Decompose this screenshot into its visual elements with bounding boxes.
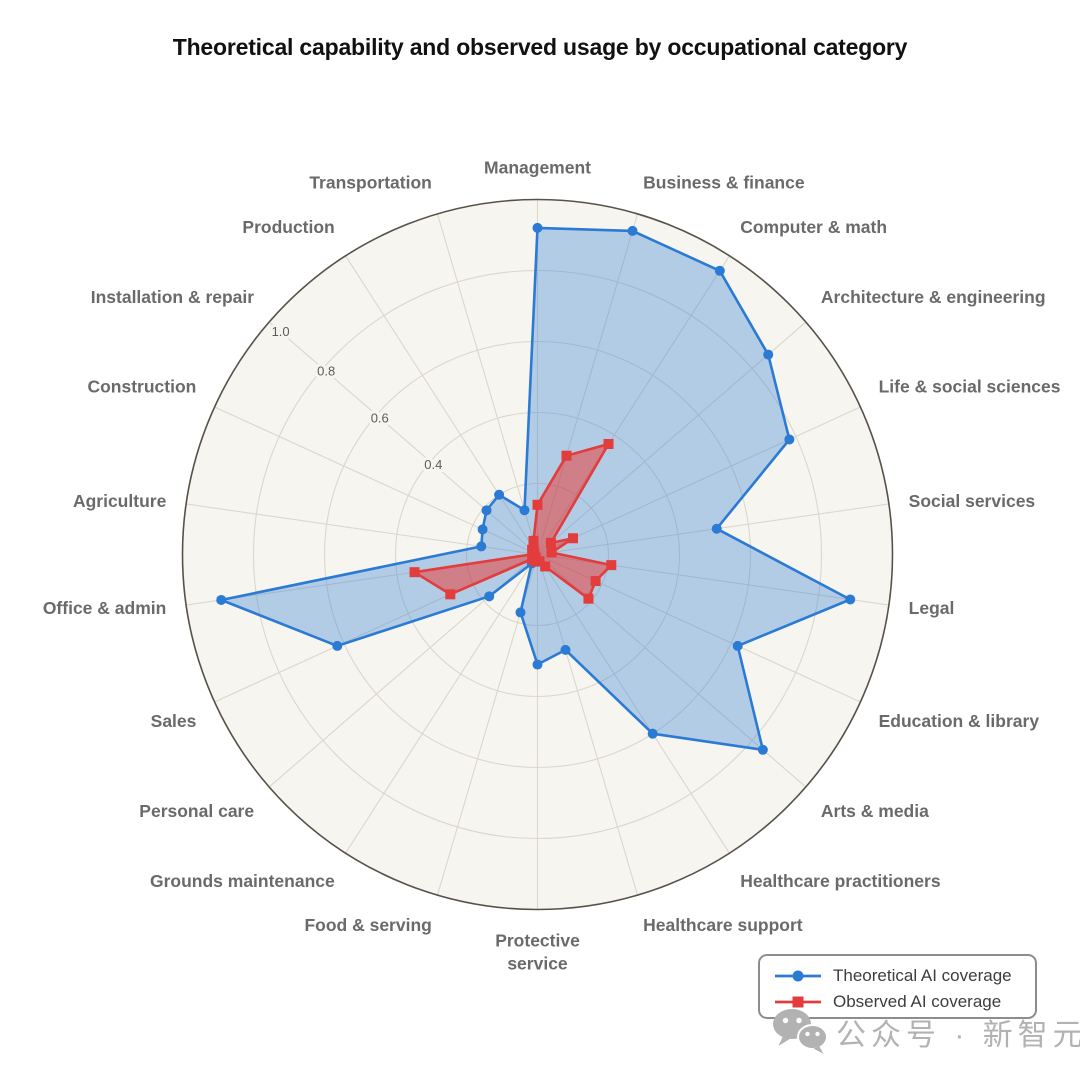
grid-spoke [537, 406, 861, 556]
data-point-marker-theoretical-ai-coverage [532, 222, 543, 233]
category-label-production: Production [242, 217, 334, 237]
category-label-legal: Legal [909, 598, 955, 618]
legend-item: Observed AI coverage [774, 989, 1019, 1015]
radial-tick-label: 0.6 [371, 410, 389, 425]
legend-square-marker [775, 996, 821, 1008]
category-label-computer-math: Computer & math [740, 217, 887, 237]
data-point-marker-theoretical-ai-coverage [476, 541, 487, 552]
wechat-icon [773, 1009, 828, 1054]
legend-item-label: Observed AI coverage [833, 992, 1002, 1011]
data-point-marker-theoretical-ai-coverage [560, 644, 571, 655]
outer-ring [181, 198, 894, 911]
data-point-marker-theoretical-ai-coverage [216, 594, 227, 605]
category-label-sales: Sales [151, 711, 197, 731]
data-point-marker-observed-ai-coverage [606, 560, 617, 571]
category-label-food-serving: Food & serving [304, 915, 431, 935]
grid-spoke [345, 255, 538, 555]
data-point-marker-observed-ai-coverage [603, 439, 614, 450]
grid-spoke [345, 554, 538, 854]
data-point-marker-theoretical-ai-coverage [763, 349, 774, 360]
data-point-marker-theoretical-ai-coverage [515, 607, 526, 618]
data-point-marker-observed-ai-coverage [561, 450, 572, 461]
category-label-life-social-sciences: Life & social sciences [879, 377, 1061, 397]
category-label-management: Management [484, 158, 591, 178]
data-point-marker-theoretical-ai-coverage [332, 640, 343, 651]
category-label-education-library: Education & library [879, 711, 1040, 731]
category-label-construction: Construction [87, 377, 196, 397]
data-point-marker-observed-ai-coverage [583, 593, 594, 604]
radial-tick-label: 0.8 [317, 364, 335, 379]
data-point-marker-theoretical-ai-coverage [484, 591, 495, 602]
category-label-personal-care: Personal care [139, 801, 254, 821]
category-label-architecture-engineering: Architecture & engineering [821, 287, 1046, 307]
data-point-marker-theoretical-ai-coverage [757, 744, 768, 755]
data-point-marker-observed-ai-coverage [445, 589, 456, 600]
data-point-marker-observed-ai-coverage [527, 554, 538, 565]
data-point-marker-theoretical-ai-coverage [711, 523, 722, 534]
category-label-healthcare-support: Healthcare support [643, 915, 803, 935]
data-point-marker-observed-ai-coverage [568, 533, 579, 544]
category-label-business-finance: Business & finance [643, 173, 805, 193]
data-point-marker-observed-ai-coverage [590, 576, 601, 587]
grid-spoke [268, 321, 538, 555]
grid-spoke [536, 554, 639, 896]
legend-item: Theoretical AI coverage [774, 963, 1019, 989]
category-label-office-admin: Office & admin [43, 598, 167, 618]
data-point-marker-observed-ai-coverage [409, 567, 420, 578]
data-point-marker-theoretical-ai-coverage [494, 489, 505, 500]
chart-title: Theoretical capability and observed usag… [172, 34, 908, 60]
chart-legend: Theoretical AI coverage Observed AI cover… [758, 954, 1037, 1019]
data-point-marker-theoretical-ai-coverage [714, 265, 725, 276]
category-label-healthcare-practitioners: Healthcare practitioners [740, 871, 941, 891]
category-label-installation-repair: Installation & repair [91, 287, 255, 307]
data-point-marker-theoretical-ai-coverage [627, 225, 638, 236]
category-label-agriculture: Agriculture [73, 491, 167, 511]
legend-circle-marker [775, 970, 821, 982]
grid-spoke [537, 554, 730, 854]
data-point-marker-theoretical-ai-coverage [784, 434, 795, 445]
data-point-marker-theoretical-ai-coverage [732, 640, 743, 651]
data-point-marker-theoretical-ai-coverage [532, 659, 543, 670]
data-point-marker-observed-ai-coverage [528, 543, 539, 554]
watermark: 公众号 · 新智元 [772, 1008, 1080, 1055]
radial-tick-label: 1.0 [272, 324, 290, 339]
category-label-protective-service: Protective service [495, 930, 580, 973]
data-point-marker-theoretical-ai-coverage [477, 524, 488, 535]
data-point-marker-observed-ai-coverage [545, 537, 556, 548]
category-label-transportation: Transportation [309, 173, 432, 193]
category-label-grounds-maintenance: Grounds maintenance [150, 871, 335, 891]
grid-spoke [537, 321, 807, 555]
data-point-marker-theoretical-ai-coverage [647, 728, 658, 739]
data-point-marker-observed-ai-coverage [546, 547, 557, 558]
category-label-arts-media: Arts & media [821, 801, 929, 821]
data-point-marker-observed-ai-coverage [540, 561, 551, 572]
data-point-marker-theoretical-ai-coverage [481, 505, 492, 516]
category-label-social-services: Social services [909, 491, 1036, 511]
watermark-text: 公众号 · 新智元 [836, 1018, 1080, 1052]
legend-item-label: Theoretical AI coverage [833, 966, 1012, 985]
radial-tick-label: 0.4 [424, 457, 442, 472]
data-point-marker-theoretical-ai-coverage [845, 594, 856, 605]
data-point-marker-theoretical-ai-coverage [519, 505, 530, 516]
data-point-marker-observed-ai-coverage [532, 499, 543, 510]
data-point-marker-observed-ai-coverage [528, 535, 539, 546]
grid-spoke [436, 213, 539, 555]
